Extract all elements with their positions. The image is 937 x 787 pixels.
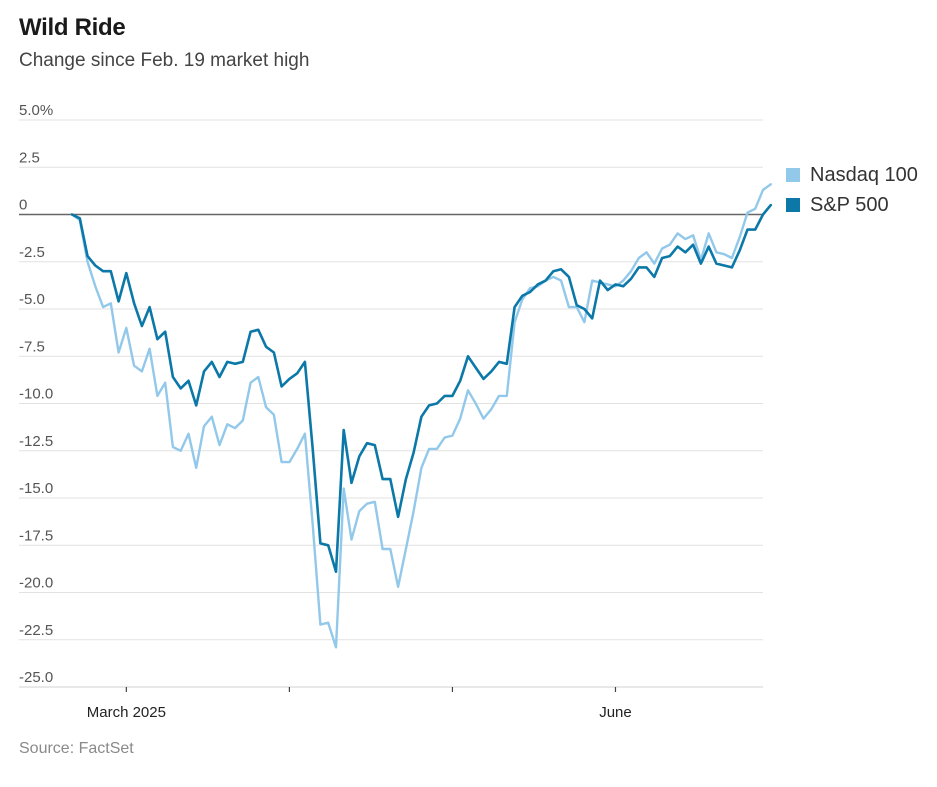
x-tick-label: March 2025 bbox=[87, 704, 166, 721]
y-tick-label: -10.0 bbox=[19, 386, 53, 403]
source-note: Source: FactSet bbox=[19, 740, 134, 757]
y-tick-label: -2.5 bbox=[19, 244, 45, 261]
y-tick-label: 0 bbox=[19, 197, 27, 214]
y-tick-label: -5.0 bbox=[19, 291, 45, 308]
gridlines bbox=[19, 119, 763, 688]
y-tick-label: -17.5 bbox=[19, 527, 53, 544]
y-tick-label: -7.5 bbox=[19, 338, 45, 355]
x-axis: March 2025 June bbox=[19, 686, 763, 721]
legend-item-sp500: S&P 500 bbox=[786, 190, 918, 220]
y-tick-label: 5.0% bbox=[19, 102, 53, 119]
legend-label-sp500: S&P 500 bbox=[810, 193, 889, 216]
y-tick-label: -15.0 bbox=[19, 480, 53, 497]
legend-label-nasdaq: Nasdaq 100 bbox=[810, 163, 918, 186]
x-tick-label: June bbox=[599, 704, 632, 721]
chart-subtitle: Change since Feb. 19 market high bbox=[19, 50, 310, 71]
legend-item-nasdaq: Nasdaq 100 bbox=[786, 160, 918, 190]
y-tick-label: -22.5 bbox=[19, 622, 53, 639]
y-tick-label: -25.0 bbox=[19, 669, 53, 686]
y-tick-label: -20.0 bbox=[19, 575, 53, 592]
legend-swatch-sp500 bbox=[786, 198, 800, 212]
series-lines bbox=[70, 183, 773, 649]
legend-swatch-nasdaq bbox=[786, 168, 800, 182]
legend: Nasdaq 100 S&P 500 bbox=[786, 160, 918, 220]
series-line-sp-500 bbox=[70, 203, 773, 574]
y-tick-label: -12.5 bbox=[19, 433, 53, 450]
chart-title: Wild Ride bbox=[19, 14, 126, 41]
y-axis-ticks: 5.0% 2.5 0 -2.5 -5.0 -7.5 -10.0 -12.5 -15.0 -17.5… bbox=[19, 102, 53, 686]
y-tick-label: 2.5 bbox=[19, 149, 40, 166]
series-line-nasdaq-100 bbox=[70, 183, 772, 649]
